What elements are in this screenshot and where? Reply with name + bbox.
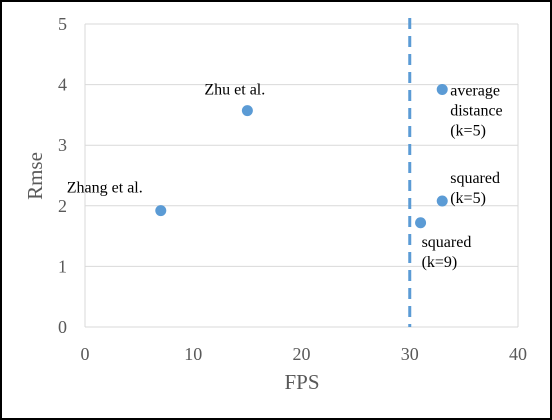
y-tick-0: 0 [58,317,67,337]
y-tick-3: 3 [58,135,67,155]
gridlines [84,23,519,328]
point-label-1: Zhang et al. [67,180,143,197]
data-point-3 [436,83,448,95]
data-points [155,83,448,229]
x-tick-20: 20 [293,344,311,364]
y-tick-1: 1 [58,256,67,276]
point-label-3-line-3: (k=5) [450,122,486,139]
y-tick-4: 4 [58,75,67,95]
point-label-5-line-2: (k=9) [422,254,458,271]
x-axis-title: FPS [284,370,319,394]
point-label-3-line-2: distance [450,102,502,119]
point-label-1-line-1: Zhang et al. [67,180,143,197]
point-label-4-line-1: squared [450,170,500,187]
x-tick-30: 30 [401,344,419,364]
point-label-3-line-1: average [450,82,500,99]
y-tick-5: 5 [58,14,67,34]
data-point-1 [155,205,167,217]
y-tick-2: 2 [58,196,67,216]
x-tick-10: 10 [184,344,202,364]
y-tick-labels: 0 1 2 3 4 5 [58,14,67,337]
point-label-2: Zhu et al. [204,82,265,99]
point-label-5-line-1: squared [422,234,472,251]
point-label-5: squared (k=9) [422,234,472,271]
x-tick-0: 0 [81,344,90,364]
point-label-4: squared (k=5) [450,170,500,207]
point-labels: Zhang et al. Zhu et al. average distance (k=… [67,82,503,271]
data-point-2 [241,105,253,117]
data-point-5 [415,217,427,229]
point-label-3: average distance (k=5) [450,82,502,139]
point-label-2-line-1: Zhu et al. [204,82,265,99]
y-axis-title: Rmse [23,152,47,200]
point-label-4-line-2: (k=5) [450,190,486,207]
x-tick-40: 40 [509,344,527,364]
x-tick-labels: 0 10 20 30 40 [81,344,528,364]
data-point-4 [436,195,448,207]
